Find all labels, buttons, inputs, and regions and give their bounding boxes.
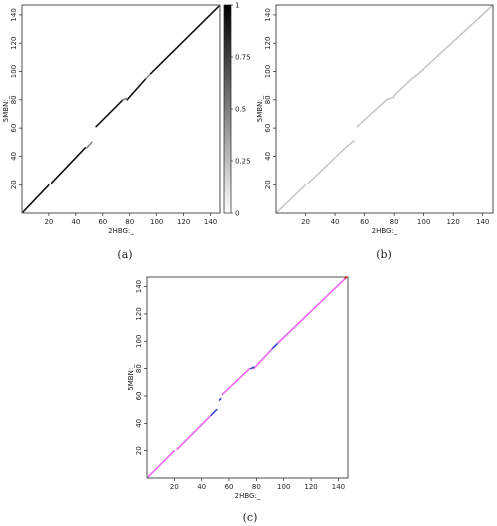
y-tick-label: 140 — [264, 8, 272, 21]
panel-caption: (b) — [376, 248, 392, 261]
series-0-segment — [410, 73, 419, 80]
y-tick-label: 140 — [135, 280, 143, 293]
panel-a-chart: 20 40 60 80 100 120 140 20 40 60 80 100 120 140 2HBG:_… — [2, 2, 251, 262]
x-axis-label: 2HBG:_ — [372, 227, 398, 235]
series-0-segment — [50, 147, 87, 185]
y-tick-label: 20 — [135, 446, 143, 455]
colorbar-tick-label: 0 — [235, 210, 239, 218]
y-tick-label: 60 — [10, 124, 18, 133]
x-axis-label: 2HBG:_ — [235, 492, 261, 500]
y-tick-label: 100 — [135, 335, 143, 348]
x-tick-label: 140 — [476, 218, 489, 226]
series-1-segment — [122, 97, 128, 101]
series-0-segment — [307, 147, 347, 185]
series-0-segment — [149, 5, 220, 76]
colorbar — [223, 4, 232, 214]
x-tick-label: 100 — [417, 218, 430, 226]
y-tick-label: 20 — [10, 180, 18, 189]
plot-frame — [21, 4, 221, 214]
colorbar-tick-label: 0.25 — [235, 158, 251, 166]
series-0-segment — [22, 183, 50, 213]
x-tick-label: 40 — [71, 218, 80, 226]
y-axis-label: 5MBN:_ — [2, 95, 10, 122]
series-1-segment — [250, 366, 255, 370]
panel-c-chart: 20 40 60 80 100 120 140 20 40 60 80 100 120 140 2HBG:_… — [127, 276, 349, 524]
x-tick-label: 100 — [150, 218, 163, 226]
x-tick-label: 120 — [446, 218, 459, 226]
series-0-segment — [276, 183, 307, 213]
panel-b-chart: 20 40 60 80 100 120 140 20 40 60 80 100 120 140 2HBG:_… — [256, 4, 494, 261]
y-tick-label: 80 — [264, 95, 272, 104]
series-0-segment — [252, 347, 274, 370]
x-tick-label: 100 — [277, 483, 290, 491]
series-1-segment — [271, 343, 278, 349]
series-1-segment — [218, 397, 222, 401]
y-tick-label: 60 — [135, 391, 143, 400]
x-tick-label: 60 — [98, 218, 107, 226]
series-0-segment — [344, 140, 356, 149]
panel-caption: (a) — [117, 248, 132, 261]
series-0-segment — [385, 96, 395, 101]
x-tick-label: 140 — [204, 218, 217, 226]
series-0-segment — [126, 77, 147, 101]
y-axis-label: 5MBN:_ — [256, 95, 264, 122]
x-tick-label: 40 — [331, 218, 340, 226]
x-tick-label: 140 — [332, 483, 345, 491]
series-0-segment — [416, 5, 493, 76]
series-1-segment — [85, 141, 93, 149]
panel-caption: (c) — [243, 511, 258, 524]
y-tick-label: 120 — [135, 307, 143, 320]
y-tick-label: 20 — [264, 180, 272, 189]
plot-frame — [275, 4, 494, 214]
plot-frame — [146, 276, 349, 479]
x-tick-label: 60 — [225, 483, 234, 491]
y-tick-label: 140 — [10, 8, 18, 21]
series-0-segment — [393, 77, 413, 97]
series-0-segment — [276, 277, 347, 345]
y-tick-label: 60 — [264, 124, 272, 133]
y-tick-label: 40 — [10, 152, 18, 161]
series-0-segment — [176, 414, 213, 451]
y-tick-label: 120 — [10, 37, 18, 50]
x-tick-label: 60 — [360, 218, 369, 226]
x-tick-label: 80 — [390, 218, 399, 226]
x-tick-label: 80 — [125, 218, 134, 226]
x-tick-label: 20 — [44, 218, 53, 226]
x-tick-label: 20 — [170, 483, 179, 491]
x-axis-label: 2HBG:_ — [108, 227, 134, 235]
colorbar-tick-label: 0.75 — [235, 54, 251, 62]
series-1-segment — [210, 408, 218, 416]
x-tick-label: 120 — [177, 218, 190, 226]
y-tick-label: 40 — [264, 152, 272, 161]
y-tick-label: 40 — [135, 419, 143, 428]
x-tick-label: 120 — [304, 483, 317, 491]
y-tick-label: 100 — [264, 65, 272, 78]
series-0-segment — [147, 449, 176, 478]
y-axis-label: 5MBN:_ — [127, 364, 135, 391]
x-tick-label: 40 — [197, 483, 206, 491]
colorbar-tick-label: 0.5 — [235, 106, 246, 114]
series-2-segment — [344, 276, 348, 280]
series-0-segment — [356, 99, 388, 128]
series-0-segment — [221, 367, 251, 396]
y-tick-label: 80 — [135, 364, 143, 373]
y-tick-label: 100 — [10, 65, 18, 78]
colorbar-tick-label: 1 — [235, 2, 239, 10]
x-tick-label: 80 — [252, 483, 261, 491]
y-tick-label: 80 — [10, 95, 18, 104]
y-tick-label: 120 — [264, 37, 272, 50]
series-1-segment — [145, 73, 151, 80]
x-tick-label: 20 — [301, 218, 310, 226]
series-0-segment — [95, 99, 124, 128]
